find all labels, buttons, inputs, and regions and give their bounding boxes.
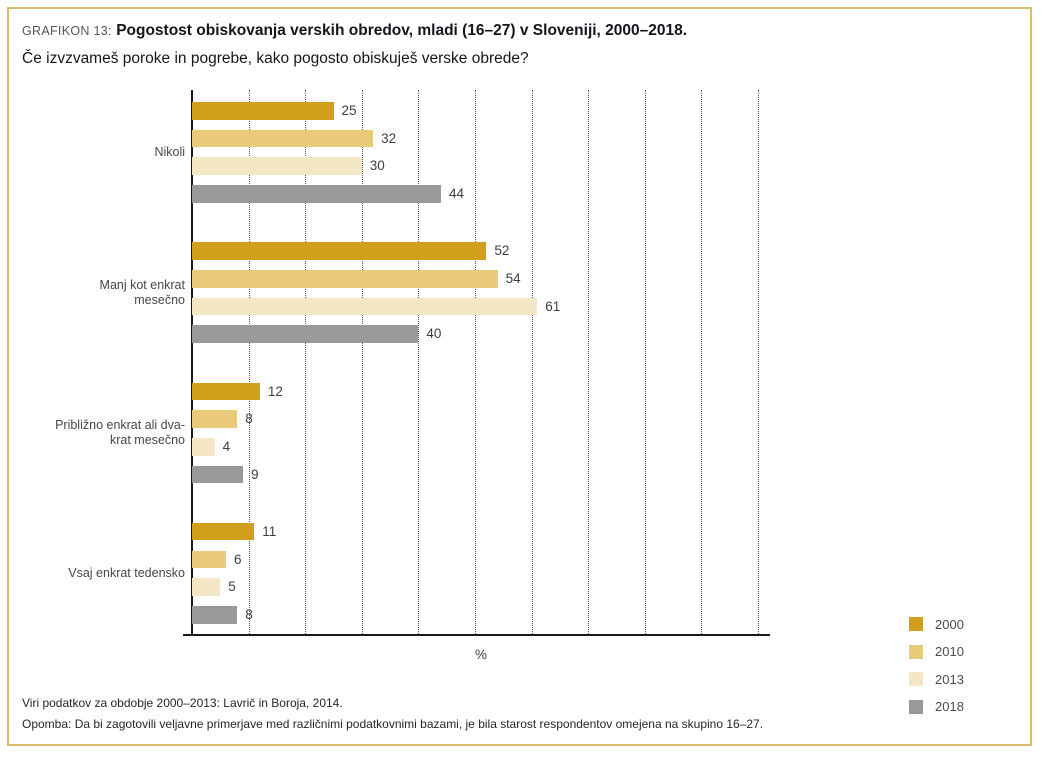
gridline-100 (758, 90, 759, 634)
bar-value-label: 30 (369, 158, 385, 174)
bar-value-label: 4 (222, 439, 231, 454)
bar-2013-1 (192, 297, 538, 316)
legend-item-2010: 2010 (909, 644, 964, 659)
method-note: Opomba: Da bi zagotovili veljavne primer… (22, 717, 764, 731)
figure-title-line: GRAFIKON 13: Pogostost obiskovanja versk… (22, 18, 1002, 44)
gridline-90 (701, 90, 703, 634)
bar-2010-0 (192, 129, 374, 148)
figure-header: GRAFIKON 13: Pogostost obiskovanja versk… (22, 18, 1002, 71)
category-label-1: Manj kot enkrat mesečno (18, 278, 185, 308)
bar-2018-1 (192, 325, 419, 343)
legend-swatch-2010 (909, 644, 923, 659)
bar-2013-3 (192, 578, 221, 596)
category-label-line: Približno enkrat ali dva- (55, 417, 185, 432)
legend-swatch-2013 (909, 672, 923, 686)
legend-label: 2010 (935, 644, 964, 659)
bar-value-label: 32 (381, 130, 397, 146)
legend-label: 2013 (935, 671, 964, 687)
bar-2010-3 (192, 550, 226, 569)
figure-subtitle: Če izvzvameš poroke in pogrebe, kako pog… (22, 50, 529, 67)
chart-legend: 2000 2010 2013 2018 (909, 617, 964, 727)
legend-item-2000: 2000 (909, 616, 964, 632)
bar-2000-0 (192, 102, 334, 120)
bar-value-label: 44 (449, 186, 465, 202)
category-label-2: Približno enkrat ali dva-krat mesečno (18, 418, 185, 448)
bar-value-label: 40 (426, 326, 442, 342)
figure-border (7, 7, 1032, 746)
bar-value-label: 8 (245, 411, 253, 427)
bar-value-label: 25 (341, 103, 357, 118)
figure-number-label: GRAFIKON 13: (22, 24, 112, 38)
gridline-40 (418, 90, 420, 634)
bar-2013-2 (192, 438, 215, 456)
bar-value-label: 61 (545, 298, 561, 314)
category-label-line: Manj kot enkrat (99, 277, 185, 292)
bar-value-label: 5 (228, 579, 236, 595)
legend-swatch-2000 (909, 617, 923, 631)
legend-swatch-2018 (909, 699, 923, 714)
category-label-0: Nikoli (18, 145, 185, 160)
gridline-80 (644, 90, 646, 634)
source-note: Viri podatkov za obdobje 2000–2013: Lavr… (22, 696, 343, 710)
gridline-30 (361, 90, 363, 634)
bar-2000-3 (192, 522, 255, 541)
bar-value-label: 11 (262, 523, 277, 539)
gridline-70 (588, 90, 590, 634)
category-label-line: krat mesečno (109, 432, 185, 447)
bar-2018-0 (192, 185, 442, 203)
bar-2000-2 (192, 382, 260, 401)
bar-value-label: 9 (250, 466, 259, 482)
bar-2018-3 (192, 606, 238, 624)
category-label-line: Nikoli (154, 144, 185, 159)
gridline-50 (475, 90, 476, 634)
bar-2018-2 (192, 465, 243, 484)
bar-value-label: 8 (245, 607, 253, 622)
bar-2013-0 (192, 157, 362, 175)
x-axis-label: % (474, 647, 488, 662)
category-label-3: Vsaj enkrat tedensko (18, 566, 185, 581)
bar-2010-2 (192, 410, 238, 428)
bar-value-label: 52 (494, 243, 510, 259)
bar-value-label: 12 (267, 383, 283, 399)
bar-2000-1 (192, 242, 487, 260)
figure-title: Pogostost obiskovanja verskih obredov, m… (116, 22, 688, 39)
gridline-10 (248, 90, 250, 634)
gridline-60 (531, 90, 533, 634)
x-axis-line (183, 634, 770, 636)
category-label-line: mesečno (134, 292, 185, 307)
bar-value-label: 6 (233, 551, 242, 567)
legend-label: 2000 (935, 616, 964, 632)
bar-2010-1 (192, 270, 498, 288)
category-label-line: Vsaj enkrat tedensko (68, 565, 185, 580)
gridline-20 (305, 90, 307, 634)
legend-item-2018: 2018 (909, 699, 964, 714)
legend-label: 2018 (935, 699, 964, 714)
legend-item-2013: 2013 (909, 671, 964, 687)
bar-value-label: 54 (505, 271, 521, 286)
y-axis-line (191, 90, 193, 636)
